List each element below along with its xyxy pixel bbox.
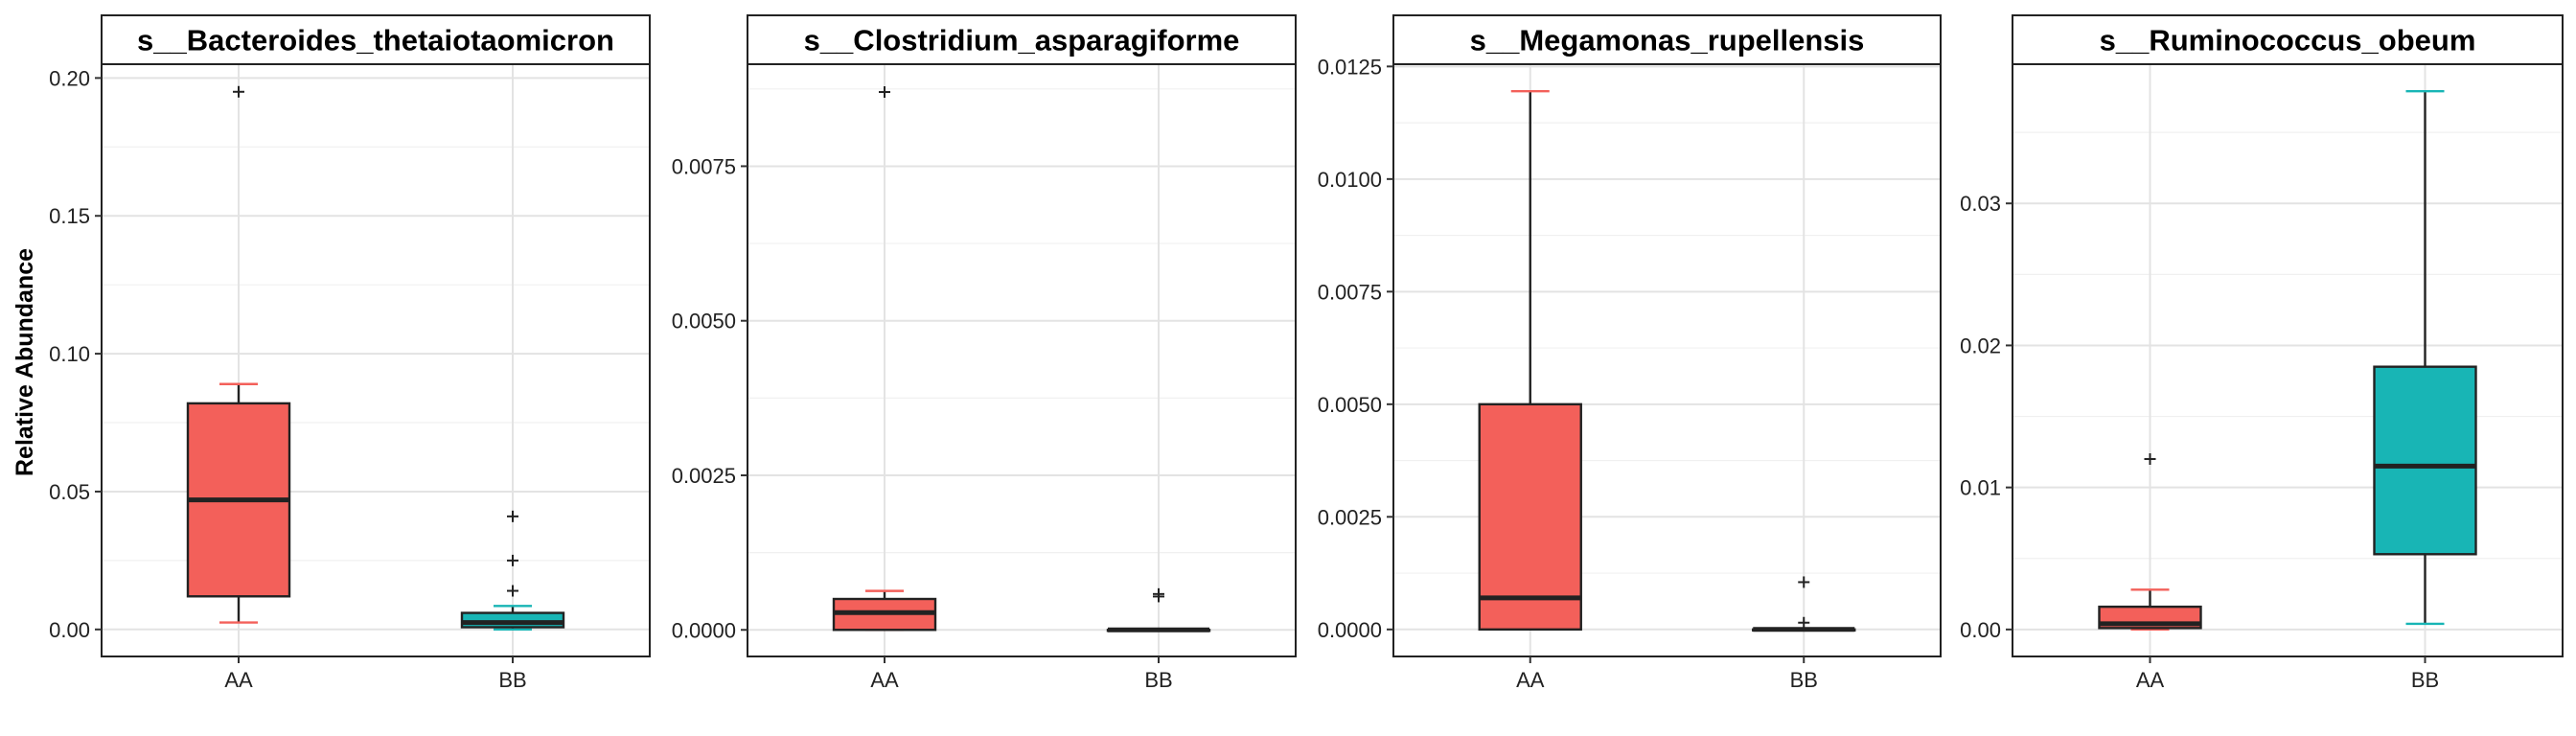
y-tick-label: 0.20: [49, 66, 90, 90]
strip-background: [1392, 14, 1942, 65]
x-tick-label: AA: [2136, 668, 2165, 692]
box-BB: [1752, 576, 1856, 632]
panel-2: s__Clostridium_asparagiforme 0.0000 0.0025…: [672, 14, 1297, 692]
box-BB: [1106, 587, 1211, 632]
y-tick-label: 0.0075: [1318, 280, 1382, 304]
panel-background: [748, 64, 1296, 656]
strip-title: s__Megamonas_rupellensis: [1470, 24, 1865, 58]
outlier-point: [507, 554, 518, 566]
x-tick-label: AA: [224, 668, 253, 692]
strip-background: [101, 14, 651, 65]
strip-background: [747, 14, 1297, 65]
strip-background: [2012, 14, 2564, 65]
x-tick-label: AA: [1516, 668, 1545, 692]
x-tick-label: BB: [498, 668, 526, 692]
y-tick-label: 0.0075: [672, 154, 736, 178]
box-body: [2373, 365, 2477, 556]
y-tick-label: 0.0000: [1318, 618, 1382, 642]
box-body: [460, 611, 565, 629]
box-AA: [1478, 89, 1582, 632]
x-tick-label: BB: [2411, 668, 2439, 692]
outlier-point: [879, 86, 890, 99]
outlier-point: [507, 510, 518, 522]
panel-background: [2012, 64, 2563, 656]
y-tick-label: 0.05: [49, 480, 90, 504]
outlier-point: [2144, 453, 2156, 465]
y-tick-label: 0.0125: [1318, 55, 1382, 79]
x-tick-label: AA: [870, 668, 899, 692]
panel-background: [102, 64, 650, 656]
y-axis-label: Relative Abundance: [12, 248, 38, 476]
strip-title: s__Clostridium_asparagiforme: [804, 24, 1240, 58]
y-tick-label: 0.03: [1960, 192, 2001, 216]
box-AA: [186, 85, 291, 624]
y-tick-label: 0.00: [1960, 618, 2001, 642]
y-tick-label: 0.0000: [672, 618, 736, 642]
x-tick-label: BB: [1790, 668, 1818, 692]
strip-title: s__Ruminococcus_obeum: [2100, 24, 2476, 58]
y-tick-label: 0.0025: [1318, 505, 1382, 529]
y-tick-label: 0.0100: [1318, 168, 1382, 192]
y-tick-label: 0.10: [49, 342, 90, 366]
box-AA: [832, 86, 937, 632]
outlier-point: [1798, 616, 1810, 629]
y-tick-label: 0.0050: [672, 310, 736, 334]
y-tick-label: 0.02: [1960, 334, 2001, 357]
facet-panels: s__Bacteroides_thetaiotaomicron 0.00 0.05 0…: [49, 14, 2564, 692]
y-tick-label: 0.0050: [1318, 393, 1382, 417]
strip-title: s__Bacteroides_thetaiotaomicron: [137, 24, 614, 58]
y-tick-label: 0.01: [1960, 476, 2001, 500]
outlier-point: [1798, 576, 1810, 588]
y-tick-label: 0.00: [49, 618, 90, 642]
outlier-point: [507, 585, 518, 597]
panel-4: s__Ruminococcus_obeum 0.00 0.01 0.02 0.03 AA B…: [1960, 14, 2564, 692]
box-BB: [2373, 89, 2477, 626]
panel-3: s__Megamonas_rupellensis 0.0000 0.0025 0.00…: [1318, 14, 1942, 692]
panel-1: s__Bacteroides_thetaiotaomicron 0.00 0.05 0…: [49, 14, 651, 692]
y-tick-label: 0.15: [49, 204, 90, 228]
box-BB: [460, 510, 565, 632]
outlier-point: [1153, 587, 1164, 600]
x-tick-label: BB: [1144, 668, 1172, 692]
box-AA: [2098, 453, 2202, 632]
box-body: [1478, 402, 1582, 632]
panel-background: [1393, 64, 1941, 656]
y-tick-label: 0.0025: [672, 464, 736, 488]
outlier-point: [233, 85, 244, 98]
